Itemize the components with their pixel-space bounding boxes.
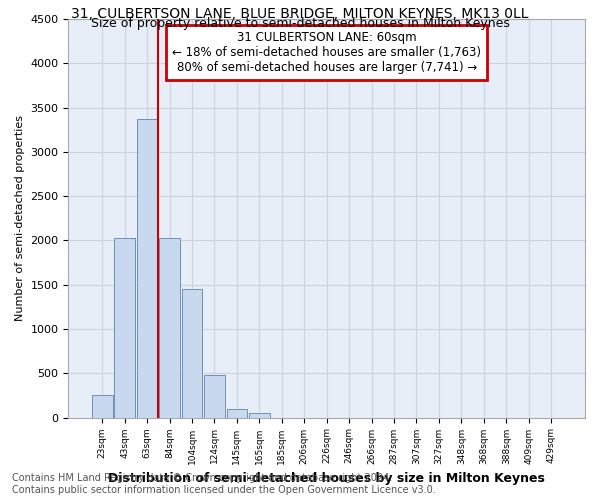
Bar (227, 408, 247, 418)
X-axis label: Distribution of semi-detached houses by size in Milton Keynes: Distribution of semi-detached houses by … (108, 472, 545, 485)
Bar (137, 118, 157, 418)
Bar (204, 376, 225, 418)
Text: Contains HM Land Registry data © Crown copyright and database right 2024.
Contai: Contains HM Land Registry data © Crown c… (12, 474, 436, 495)
Text: 31, CULBERTSON LANE, BLUE BRIDGE, MILTON KEYNES, MK13 0LL: 31, CULBERTSON LANE, BLUE BRIDGE, MILTON… (71, 8, 529, 22)
Text: 31 CULBERTSON LANE: 60sqm
← 18% of semi-detached houses are smaller (1,763)
80% : 31 CULBERTSON LANE: 60sqm ← 18% of semi-… (172, 31, 481, 74)
Bar (249, 413, 269, 418)
Bar (182, 289, 202, 418)
Bar (115, 238, 135, 418)
Bar (92, 396, 113, 417)
Y-axis label: Number of semi-detached properties: Number of semi-detached properties (15, 116, 25, 322)
Bar (159, 238, 180, 418)
Text: Size of property relative to semi-detached houses in Milton Keynes: Size of property relative to semi-detach… (91, 18, 509, 30)
